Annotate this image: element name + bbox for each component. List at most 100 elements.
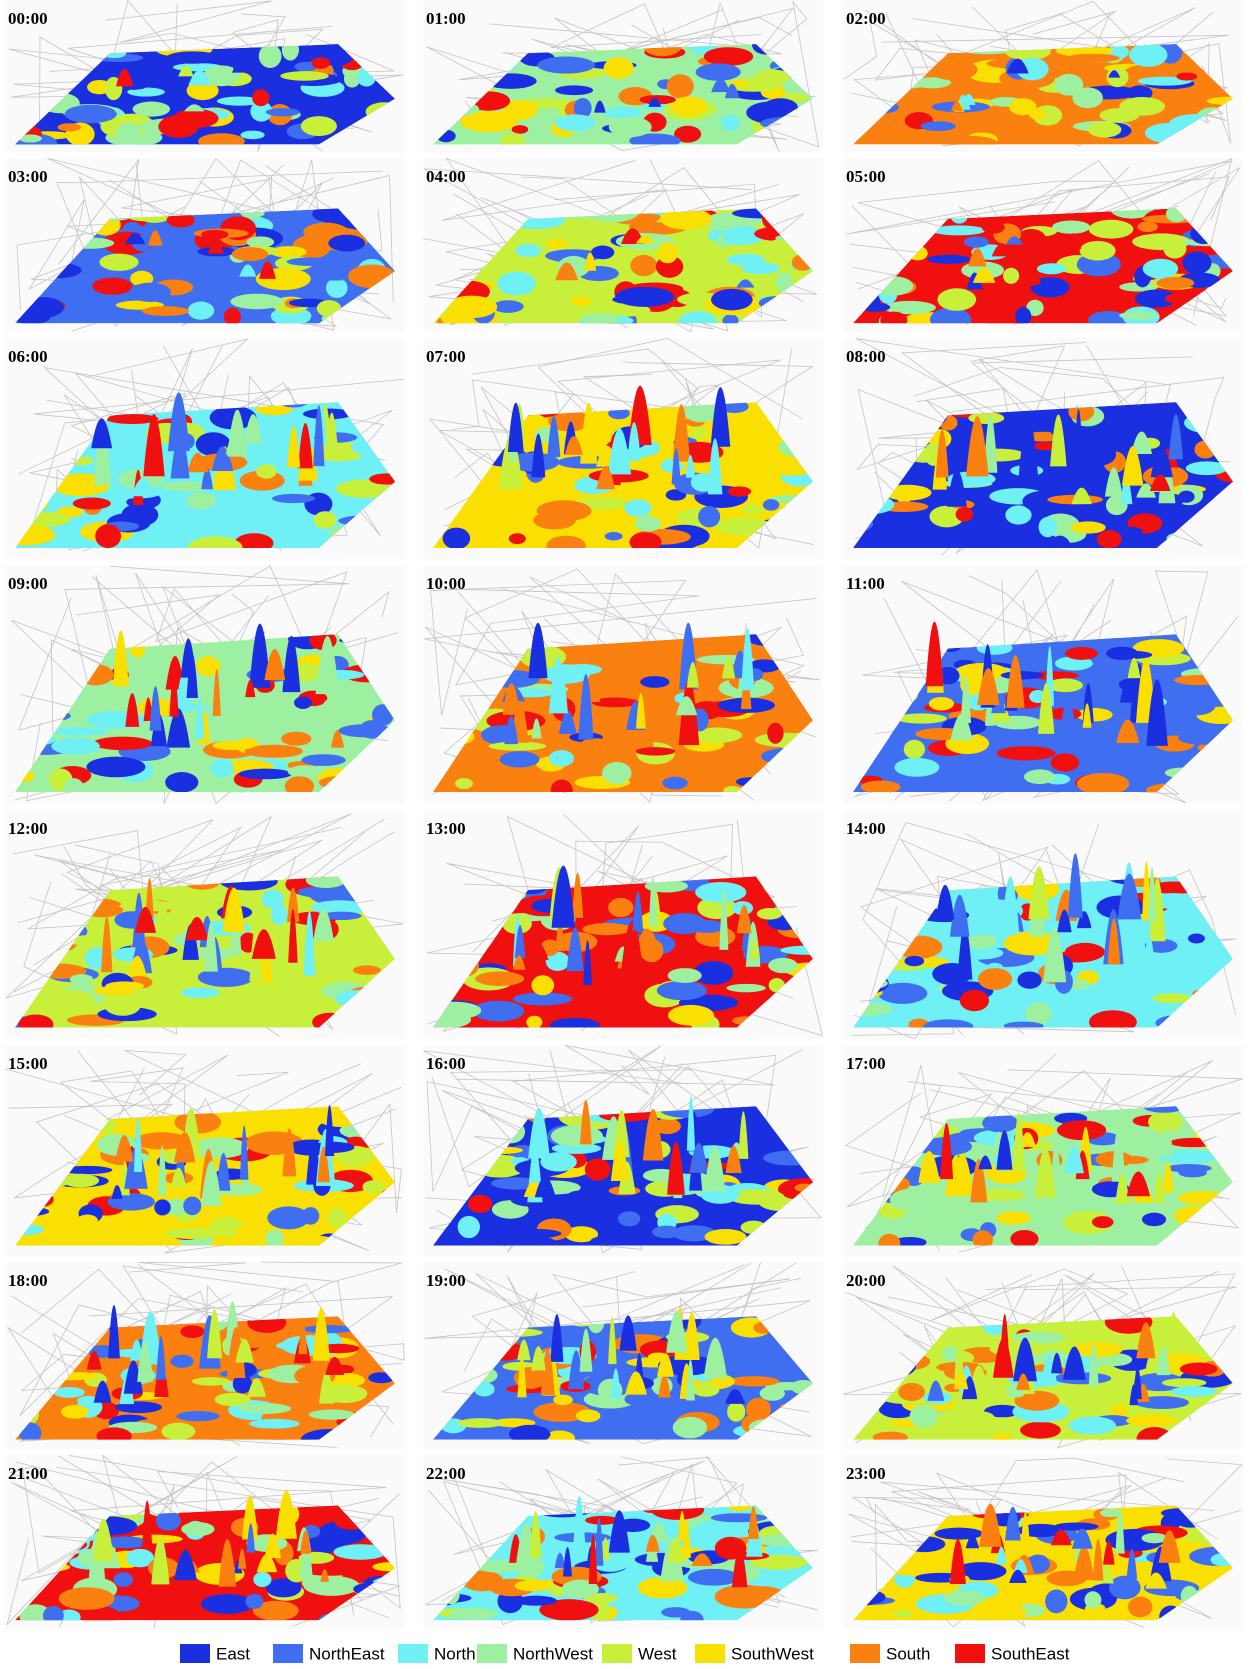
- surface-patch: [1108, 1575, 1141, 1600]
- surface-peak: [736, 904, 752, 934]
- surface-patch: [726, 983, 766, 993]
- surface-peak: [1065, 233, 1082, 249]
- surface-patch: [239, 1403, 292, 1415]
- surface-peak: [528, 622, 548, 679]
- panel-label: 10:00: [426, 574, 466, 593]
- panel-label: 13:00: [426, 819, 466, 838]
- surface-peak: [275, 89, 297, 96]
- surface-patch: [615, 286, 675, 307]
- surface-peak: [330, 730, 345, 748]
- surface-peak: [750, 939, 761, 959]
- surface-peak: [287, 426, 301, 468]
- surface-patch: [113, 1572, 133, 1587]
- surface-patch: [877, 982, 928, 1004]
- surface-peak: [264, 648, 286, 681]
- surface-patch: [165, 772, 199, 793]
- surface-patch: [564, 1226, 599, 1243]
- map-panel: 03:00: [5, 157, 405, 332]
- surface-peak: [300, 1530, 311, 1554]
- surface-peak: [86, 1350, 102, 1370]
- surface-patch: [1081, 443, 1117, 466]
- surface-patch: [573, 98, 592, 119]
- legend-label: NorthWest: [513, 1644, 593, 1663]
- surface-patch: [457, 1215, 480, 1239]
- surface-patch: [132, 101, 171, 117]
- surface-peak: [528, 1107, 550, 1159]
- surface-patch: [695, 882, 747, 903]
- surface-patch: [1025, 1002, 1052, 1025]
- surface-peak: [251, 929, 276, 959]
- map-panel: 19:00: [423, 1262, 823, 1449]
- surface-patch: [1148, 1111, 1183, 1133]
- surface-patch: [102, 1536, 149, 1549]
- panel-label: 05:00: [846, 167, 886, 186]
- surface-peak: [1009, 1569, 1027, 1583]
- surface-peak: [173, 1131, 196, 1163]
- surface-patch: [896, 713, 947, 724]
- surface-patch: [511, 125, 529, 134]
- surface-peak: [1092, 1538, 1104, 1581]
- surface-patch: [1179, 1362, 1218, 1376]
- surface-patch: [1188, 933, 1205, 944]
- surface-patch: [1050, 753, 1080, 772]
- surface-peak: [1040, 1354, 1057, 1384]
- surface-patch: [19, 1604, 52, 1621]
- surface-patch: [1084, 1591, 1102, 1609]
- surface-patch: [166, 212, 195, 228]
- surface-patch: [1141, 1212, 1167, 1227]
- surface-patch: [1003, 1021, 1044, 1028]
- surface-patch: [1005, 505, 1032, 525]
- surface-peak: [927, 1380, 945, 1401]
- surface-peak: [129, 1339, 144, 1361]
- legend-swatch: [398, 1644, 428, 1663]
- surface-patch: [1073, 1328, 1116, 1343]
- road-line: [552, 1273, 790, 1419]
- road-line: [854, 846, 1049, 1040]
- surface-patch: [958, 115, 1015, 140]
- surface-peak: [101, 916, 113, 973]
- panel-label: 00:00: [8, 9, 48, 28]
- surface-patch: [872, 1431, 908, 1440]
- surface-peak: [115, 68, 134, 87]
- surface-patch: [929, 505, 964, 528]
- surface-peak: [1073, 1545, 1095, 1581]
- surface-patch: [256, 464, 277, 479]
- surface-patch: [860, 780, 901, 793]
- surface-patch: [481, 944, 541, 964]
- surface-patch: [1023, 769, 1056, 785]
- surface-peak: [142, 1500, 153, 1549]
- surface-patch: [692, 727, 743, 743]
- surface-patch: [1088, 219, 1134, 239]
- surface-peak: [216, 1152, 231, 1191]
- surface-patch: [250, 100, 273, 122]
- surface-patch: [530, 487, 556, 502]
- surface-patch: [180, 1325, 205, 1338]
- surface-peak: [968, 248, 987, 267]
- surface-patch: [561, 1579, 599, 1599]
- surface-peak: [972, 267, 996, 283]
- surface-peak: [648, 877, 657, 926]
- surface-patch: [1152, 993, 1192, 1004]
- surface-peak: [970, 1159, 988, 1203]
- surface-patch: [727, 1401, 746, 1422]
- surface-patch: [200, 229, 229, 240]
- panel-label: 12:00: [8, 819, 48, 838]
- panel-label: 03:00: [8, 167, 48, 186]
- surface-patch: [508, 533, 526, 545]
- surface-patch: [1178, 1167, 1207, 1178]
- surface-patch: [650, 1505, 705, 1520]
- surface-peak: [1021, 1512, 1030, 1539]
- surface-peak: [562, 1547, 573, 1577]
- surface-patch: [1136, 1427, 1173, 1440]
- surface-peak: [222, 887, 246, 932]
- surface-peak: [724, 83, 740, 99]
- surface-patch: [322, 696, 353, 716]
- surface-peak: [558, 710, 577, 735]
- surface-patch: [99, 253, 139, 271]
- surface-patch: [1065, 646, 1098, 660]
- surface-patch: [223, 307, 241, 324]
- surface-peak: [151, 906, 174, 937]
- surface-peak: [1104, 467, 1123, 497]
- surface-patch: [1057, 1120, 1107, 1141]
- surface-patch: [51, 737, 100, 755]
